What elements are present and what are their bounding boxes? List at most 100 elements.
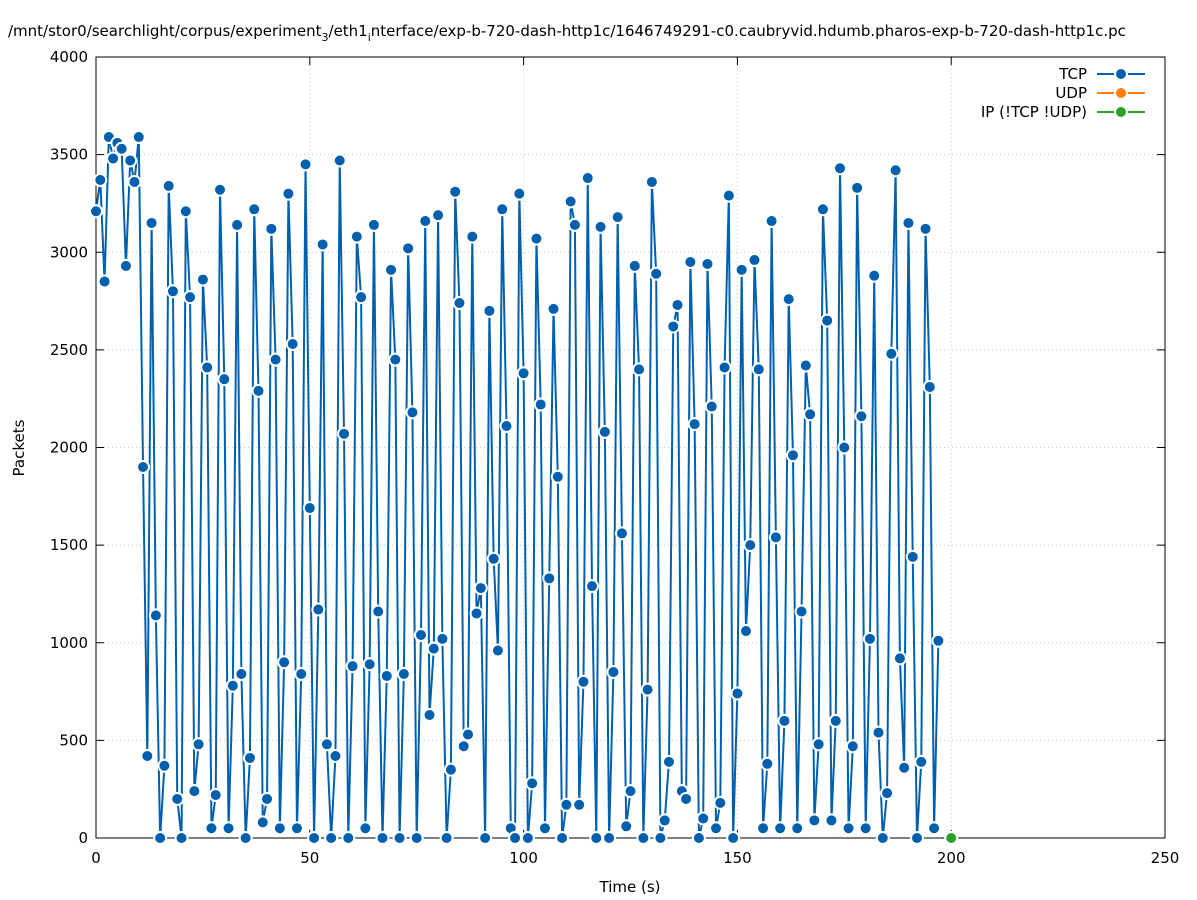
data-point [140,748,155,763]
data-point [884,346,899,361]
data-point [131,130,146,145]
data-point [349,229,364,244]
data-point [661,754,676,769]
data-point [597,424,612,439]
data-point [294,666,309,681]
y-axis-label: Packets [10,419,28,476]
data-point [272,821,287,836]
legend-marker [1114,105,1128,119]
x-tick-label: 100 [509,849,538,867]
data-point [242,750,257,765]
data-point [362,657,377,672]
data-point [756,821,771,836]
data-point [268,352,283,367]
data-point [550,469,565,484]
series-line [95,136,940,839]
data-point [901,215,916,230]
data-point [897,760,912,775]
data-point [666,319,681,334]
data-point [717,360,732,375]
y-tick-label: 1500 [50,536,88,554]
data-point [456,739,471,754]
data-point [614,526,629,541]
data-point [760,756,775,771]
data-point [751,362,766,377]
data-point [785,448,800,463]
data-point [520,831,535,845]
data-point [516,366,531,381]
data-point [773,821,788,836]
data-point [542,571,557,586]
data-point [567,217,582,232]
data-point [144,215,159,230]
data-point [867,268,882,283]
data-point [486,551,501,566]
x-tick-label: 0 [91,849,101,867]
data-point [679,791,694,806]
data-point [396,666,411,681]
data-point [238,831,253,845]
data-point [927,821,942,836]
data-point [332,153,347,168]
y-tick-label: 4000 [50,48,88,66]
data-point [225,678,240,693]
y-tick-label: 2000 [50,439,88,457]
data-point [845,739,860,754]
data-point [768,530,783,545]
data-point [777,713,792,728]
data-point [465,229,480,244]
data-point [285,337,300,352]
x-axis-label: Time (s) [599,878,661,896]
data-point [828,713,843,728]
data-point [443,762,458,777]
data-point [525,776,540,791]
data-point [862,631,877,646]
data-point [700,256,715,271]
data-point [328,748,343,763]
data-point [161,178,176,193]
data-point [499,419,514,434]
data-point [880,786,895,801]
data-point [431,208,446,223]
data-point [537,821,552,836]
data-point [854,409,869,424]
data-point [371,604,386,619]
data-point [602,831,617,845]
data-point [187,784,202,799]
legend-marker [1114,67,1128,81]
data-point [683,255,698,270]
data-point [841,821,856,836]
data-point [178,204,193,219]
data-point [747,253,762,268]
data-point [623,784,638,799]
data-point [311,602,326,617]
data-point [875,831,890,845]
data-point [264,221,279,236]
data-point [871,725,886,740]
data-point [204,821,219,836]
data-point [721,188,736,203]
data-point [529,231,544,246]
data-point [555,831,570,845]
data-point [307,831,322,845]
data-point [448,184,463,199]
data-point [153,831,168,845]
data-point [798,358,813,373]
data-point [366,217,381,232]
data-point [580,171,595,186]
data-point [148,608,163,623]
data-point [781,292,796,307]
data-point [354,290,369,305]
x-tick-label: 50 [300,849,319,867]
legend-marker [1114,86,1128,100]
data-point [482,303,497,318]
data-point [93,173,108,188]
legend-label: IP (!TCP !UDP) [981,103,1087,121]
data-point [439,831,454,845]
data-point [837,440,852,455]
data-point [106,151,121,166]
data-point [922,379,937,394]
data-point [636,831,651,845]
data-point [790,821,805,836]
